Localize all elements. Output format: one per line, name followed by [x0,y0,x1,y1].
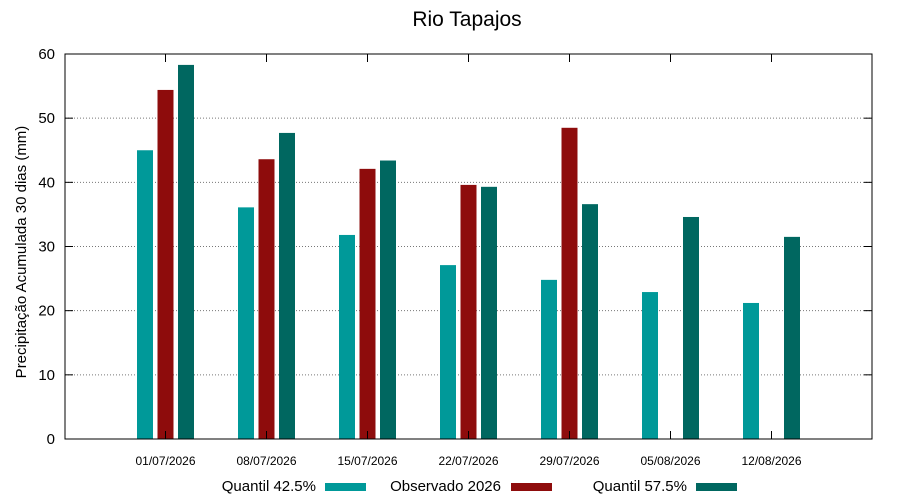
gridlines [65,117,872,376]
bar-quantil-57-5--2 [380,160,396,439]
bar-observado-2026-3 [460,184,477,439]
bar-quantil-42-5--3 [440,265,456,439]
bar-observado-2026-2 [359,168,376,439]
bar-quantil-57-5--0 [178,64,194,440]
bar-observado-2026-1 [258,159,275,439]
y-tick-label: 10 [38,367,55,384]
bar-quantil-42-5--6 [743,302,759,439]
bar-quantil-42-5--2 [339,234,355,439]
bar-observado-2026-0 [157,89,174,439]
bar-quantil-57-5--3 [481,186,497,439]
x-tick-label: 12/08/2026 [741,454,801,468]
bar-observado-2026-4 [561,127,578,440]
legend-swatch [325,483,366,491]
y-tick-label: 60 [38,46,55,63]
x-tick-label: 08/07/2026 [236,454,296,468]
bar-quantil-57-5--6 [784,236,800,439]
bar-quantil-42-5--0 [137,150,153,439]
y-tick-label: 40 [38,174,55,191]
bar-quantil-42-5--4 [541,279,557,439]
legend-label: Quantil 42.5% [222,478,316,495]
x-tick-label: 05/08/2026 [640,454,700,468]
legend-label: Observado 2026 [390,478,501,495]
y-tick-label: 0 [47,431,55,448]
bar-quantil-57-5--4 [582,204,598,439]
bar-quantil-57-5--1 [279,132,295,440]
x-tick-label: 22/07/2026 [438,454,498,468]
y-axis-ticks: 0 10 20 30 40 50 60 [38,46,872,448]
x-tick-label: 15/07/2026 [337,454,397,468]
y-axis-label: Precipitação Acumulada 30 dias (mm) [13,126,30,379]
y-tick-label: 20 [38,303,55,320]
x-tick-label: 29/07/2026 [539,454,599,468]
legend-swatch [511,483,552,491]
y-tick-label: 50 [38,110,55,127]
y-tick-label: 30 [38,239,55,256]
x-tick-label: 01/07/2026 [135,454,195,468]
x-axis-ticks: 01/07/2026 08/07/2026 15/07/2026 22/07/2026… [135,54,802,468]
bar-quantil-42-5--5 [642,292,658,439]
chart-title: Rio Tapajos [412,8,521,31]
bars [137,64,800,440]
bar-quantil-42-5--1 [238,207,254,439]
legend-swatch [696,483,737,491]
legend: Quantil 42.5% Observado 2026 Quantil 57.5% [222,478,737,495]
legend-label: Quantil 57.5% [593,478,687,495]
bar-quantil-57-5--5 [683,216,699,439]
